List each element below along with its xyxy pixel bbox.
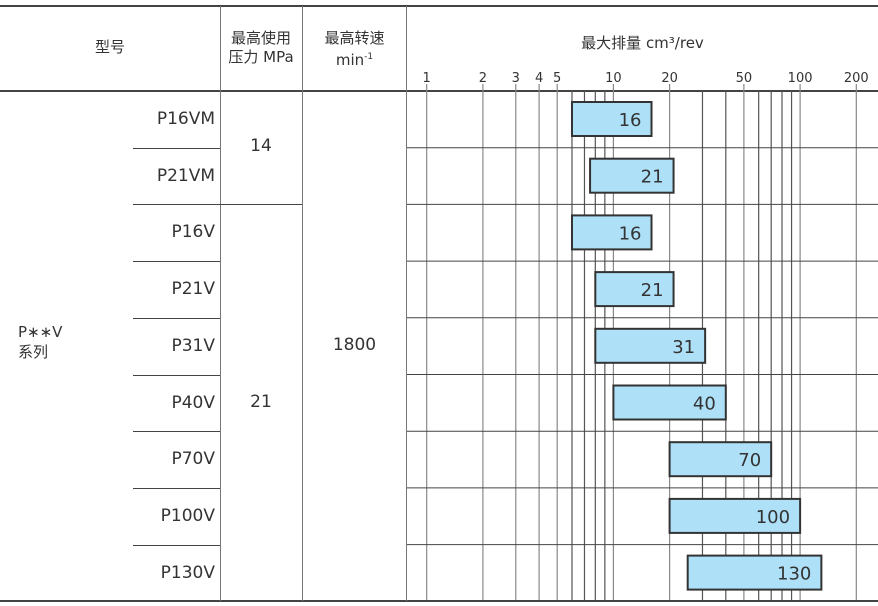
bar-p21vm — [589, 157, 675, 194]
bar-label: 16 — [619, 223, 642, 244]
bar-label: 70 — [738, 450, 761, 471]
header-speed: 最高转速 min-1 — [302, 29, 407, 70]
bar-p16vm — [570, 101, 653, 137]
header-displacement: 最大排量 cm³/rev — [581, 34, 704, 52]
row-divider — [133, 431, 220, 433]
tick-label: 10 — [605, 71, 622, 86]
series-name: P∗∗V — [18, 323, 63, 341]
bar-p21v — [594, 271, 675, 308]
pressure-value-14: 14 — [250, 136, 272, 156]
model-name: P130V — [160, 562, 215, 583]
tick-label: 1 — [423, 71, 431, 86]
model-name: P70V — [171, 449, 215, 470]
row-divider — [133, 544, 220, 546]
pressure-divider — [220, 204, 302, 205]
tick-label: 4 — [535, 71, 543, 86]
row-divider — [133, 147, 220, 149]
bar-p130v — [686, 554, 823, 591]
header-model: 型号 — [94, 38, 125, 56]
speed-unit-exponent: -1 — [364, 52, 374, 62]
speed-unit: min — [335, 51, 365, 69]
bar-p40v — [612, 384, 727, 421]
model-name: P100V — [160, 505, 215, 526]
row-divider — [133, 204, 220, 206]
bar-p100v — [668, 497, 802, 534]
row-divider — [133, 261, 220, 263]
row-divider — [133, 317, 220, 319]
table-bottom-border — [0, 600, 878, 602]
tick-label: 100 — [788, 71, 813, 86]
row-divider — [133, 487, 220, 489]
bar-label: 16 — [619, 110, 642, 131]
tick-label: 20 — [661, 71, 678, 86]
model-name: P21VM — [156, 165, 215, 186]
bar-p16v — [570, 214, 653, 251]
tick-label: 2 — [479, 71, 487, 86]
row-divider — [133, 374, 220, 376]
series-group-label: P∗∗V 系列 — [18, 322, 62, 362]
column-divider — [406, 6, 407, 601]
tick-label: 50 — [736, 71, 753, 86]
model-name: P21V — [171, 279, 215, 300]
tick-label: 5 — [553, 71, 561, 86]
header-pressure-line1: 最高使用 — [230, 29, 291, 47]
bar-label: 40 — [693, 394, 716, 415]
model-name: P40V — [171, 392, 215, 413]
column-divider — [220, 6, 221, 601]
bar-p70v — [668, 441, 773, 478]
header-pressure: 最高使用 压力 MPa — [220, 29, 302, 67]
tick-label: 200 — [844, 71, 869, 86]
header-speed-line2: min-1 — [302, 48, 407, 70]
bar-label: 21 — [641, 167, 664, 188]
bar-label: 130 — [777, 564, 811, 585]
bar-label: 31 — [672, 337, 695, 358]
speed-value: 1800 — [332, 335, 377, 355]
series-suffix: 系列 — [18, 343, 49, 361]
pressure-value-21: 21 — [250, 392, 272, 412]
column-divider — [302, 6, 303, 601]
bar-label: 21 — [641, 280, 664, 301]
model-name: P16VM — [156, 109, 215, 129]
model-name: P31V — [171, 335, 215, 356]
header-speed-line1: 最高转速 — [324, 29, 385, 47]
displacement-chart: 1 2 3 4 5 10 20 50 100 200 16 21 16 21 31 40 70 100 130 — [407, 71, 878, 600]
bar-p31v — [594, 327, 707, 364]
table-top-border — [0, 5, 878, 7]
bar-label: 100 — [756, 507, 790, 528]
header-bottom-border — [0, 90, 878, 92]
header-pressure-line2: 压力 MPa — [228, 48, 294, 66]
model-name: P16V — [171, 222, 215, 243]
tick-label: 3 — [512, 71, 520, 86]
